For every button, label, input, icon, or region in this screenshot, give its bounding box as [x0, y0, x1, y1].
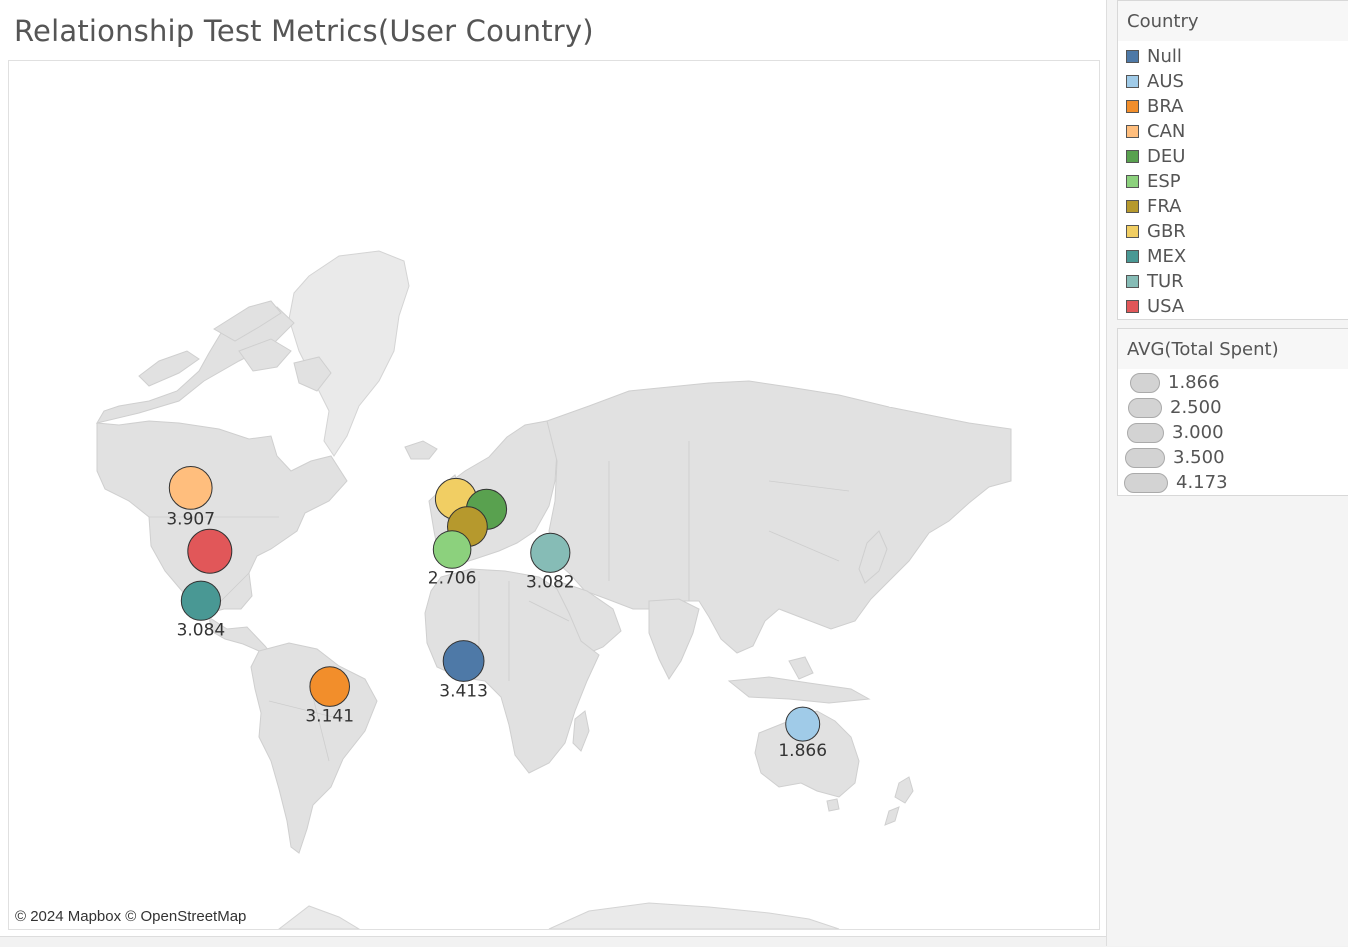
map-mark-aus[interactable] — [785, 706, 821, 742]
legend-swatch — [1126, 175, 1139, 188]
legend-item-can[interactable]: CAN — [1118, 119, 1348, 144]
legend-swatch — [1126, 225, 1139, 238]
legend-item-bra[interactable]: BRA — [1118, 94, 1348, 119]
land-iceland — [404, 440, 438, 460]
land-tasmania — [826, 798, 840, 812]
legend-item-null[interactable]: Null — [1118, 44, 1348, 69]
size-legend-item[interactable]: 2.500 — [1118, 395, 1348, 420]
map-mark-esp[interactable] — [432, 530, 472, 569]
size-circle-icon — [1127, 422, 1164, 443]
size-legend-item[interactable]: 1.866 — [1118, 370, 1348, 395]
legend-swatch — [1126, 300, 1139, 313]
size-circle-icon — [1124, 472, 1168, 493]
map-mark-usa[interactable] — [187, 528, 233, 574]
size-legend-item[interactable]: 4.173 — [1118, 470, 1348, 495]
size-legend-label: 1.866 — [1168, 372, 1220, 393]
page-title: Relationship Test Metrics(User Country) — [14, 14, 594, 48]
legend-swatch — [1126, 50, 1139, 63]
legend-swatch — [1126, 250, 1139, 263]
land-africa — [424, 568, 600, 774]
land-arctic-islands — [138, 300, 332, 392]
size-circle-icon — [1128, 397, 1162, 418]
legend-item-deu[interactable]: DEU — [1118, 144, 1348, 169]
legend-label: FRA — [1147, 196, 1182, 217]
legend-label: TUR — [1147, 271, 1184, 292]
legend-label: AUS — [1147, 71, 1184, 92]
legend-item-esp[interactable]: ESP — [1118, 169, 1348, 194]
legend-swatch — [1126, 200, 1139, 213]
legend-item-tur[interactable]: TUR — [1118, 269, 1348, 294]
land-japan — [858, 530, 888, 584]
land-asia — [546, 380, 1012, 654]
legend-swatch — [1126, 100, 1139, 113]
land-madagascar — [572, 710, 590, 752]
size-legend-title: AVG(Total Spent) — [1118, 329, 1348, 369]
legend-label: Null — [1147, 46, 1182, 67]
map-mark-label-aus: 1.866 — [778, 741, 827, 761]
legend-item-aus[interactable]: AUS — [1118, 69, 1348, 94]
legend-label: USA — [1147, 296, 1185, 317]
color-legend-title: Country — [1118, 1, 1348, 41]
legend-item-mex[interactable]: MEX — [1118, 244, 1348, 269]
map-mark-label-mex: 3.084 — [177, 620, 226, 640]
size-legend-label: 3.000 — [1172, 422, 1224, 443]
map-view[interactable]: 3.907 3.413 3.141 3.084 3.082 2.706 1.866 © 20… — [8, 60, 1100, 930]
bottom-bar — [0, 936, 1348, 947]
map-mark-label-can: 3.907 — [166, 509, 215, 529]
map-mark-mex[interactable] — [180, 580, 221, 621]
land-antarctica — [278, 902, 840, 929]
border-lines — [149, 441, 850, 762]
map-mark-can[interactable] — [168, 466, 213, 510]
land-new-zealand — [884, 776, 914, 826]
map-attribution[interactable]: © 2024 Mapbox © OpenStreetMap — [13, 908, 249, 925]
size-legend-label: 3.500 — [1173, 447, 1225, 468]
size-circle-icon — [1125, 447, 1165, 468]
map-marks[interactable]: 3.907 3.413 3.141 3.084 3.082 2.706 1.866 — [166, 466, 827, 762]
legend-item-fra[interactable]: FRA — [1118, 194, 1348, 219]
legend-label: ESP — [1147, 171, 1181, 192]
map-mark-label-null: 3.413 — [439, 681, 488, 701]
legend-item-gbr[interactable]: GBR — [1118, 219, 1348, 244]
map-mark-label-tur: 3.082 — [526, 573, 575, 593]
land-indonesia — [727, 656, 871, 704]
legend-swatch — [1126, 125, 1139, 138]
map-mark-tur[interactable] — [530, 532, 571, 573]
legend-label: DEU — [1147, 146, 1186, 167]
size-circle-icon — [1130, 372, 1160, 393]
legend-item-usa[interactable]: USA — [1118, 294, 1348, 319]
legend-swatch — [1126, 150, 1139, 163]
map-mark-bra[interactable] — [309, 666, 351, 707]
size-legend-item[interactable]: 3.000 — [1118, 420, 1348, 445]
legend-panel: Country Null AUS BRA CAN DEU ESP FRA GBR… — [1106, 0, 1348, 946]
size-legend-item[interactable]: 3.500 — [1118, 445, 1348, 470]
map-mark-label-esp: 2.706 — [428, 568, 477, 588]
land-india — [648, 598, 700, 680]
legend-swatch — [1126, 275, 1139, 288]
color-legend[interactable]: Country Null AUS BRA CAN DEU ESP FRA GBR… — [1117, 0, 1348, 320]
world-map[interactable]: 3.907 3.413 3.141 3.084 3.082 2.706 1.866 — [9, 61, 1099, 929]
legend-label: BRA — [1147, 96, 1184, 117]
land-australia — [754, 710, 860, 798]
legend-label: CAN — [1147, 121, 1186, 142]
land-greenland — [288, 250, 410, 457]
size-legend[interactable]: AVG(Total Spent) 1.866 2.500 3.000 3.500… — [1117, 328, 1348, 496]
legend-label: MEX — [1147, 246, 1187, 267]
map-mark-label-bra: 3.141 — [305, 706, 354, 726]
legend-swatch — [1126, 75, 1139, 88]
size-legend-label: 2.500 — [1170, 397, 1222, 418]
legend-label: GBR — [1147, 221, 1186, 242]
size-legend-label: 4.173 — [1176, 472, 1228, 493]
map-mark-null[interactable] — [442, 640, 485, 682]
